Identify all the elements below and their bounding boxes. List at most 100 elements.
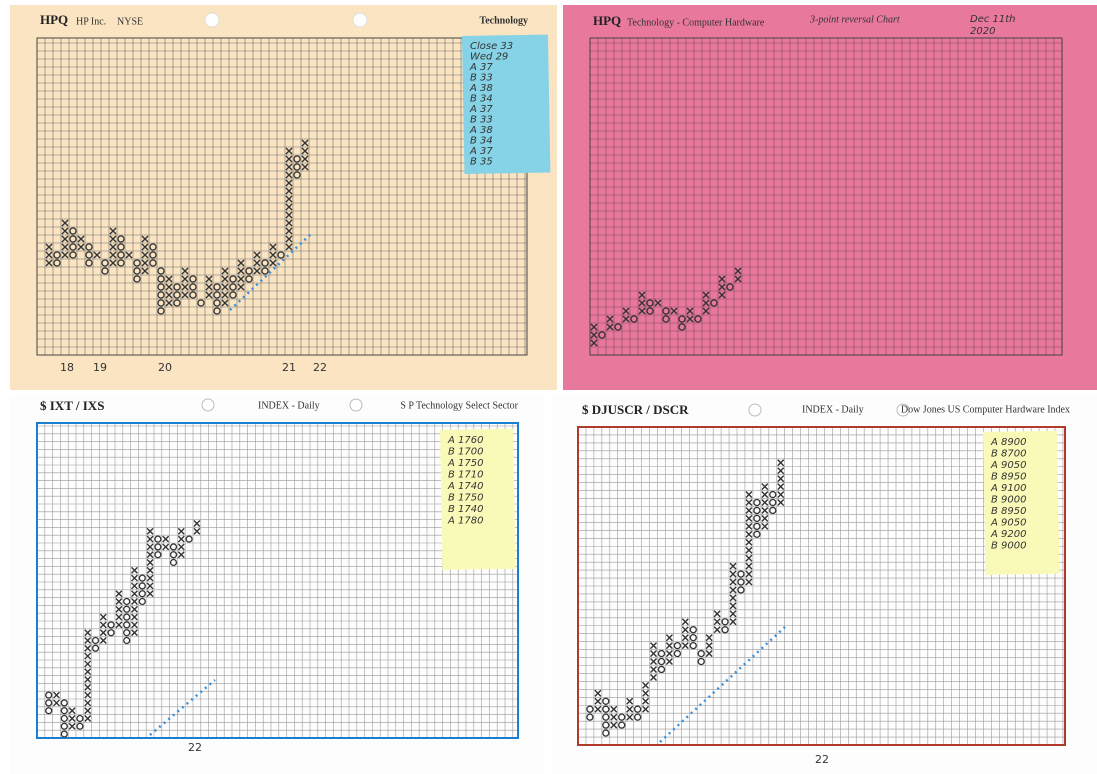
x-mark [285,195,293,203]
x-mark [84,691,92,699]
x-mark [745,514,753,522]
x-mark [590,339,598,347]
x-mark [84,715,92,722]
x-mark [141,243,149,251]
o-mark [107,629,115,637]
o-mark [60,722,68,730]
x-mark [146,551,154,559]
x-mark [285,179,293,187]
o-mark [91,644,100,652]
punch-hole [896,403,910,417]
frequency: INDEX - Daily [802,404,864,415]
pnf-columns [45,139,309,315]
x-mark [681,634,689,642]
x-mark [109,227,117,235]
o-mark [76,714,84,723]
x-mark [131,590,138,598]
grid [577,426,1066,746]
o-mark [697,649,705,658]
o-mark [245,275,253,283]
x-mark [84,676,92,683]
x-mark [642,689,650,697]
x-mark [205,283,213,291]
x-mark [53,699,60,707]
punch-hole [349,398,363,412]
x-mark [729,570,737,578]
x-mark [84,707,92,715]
grid-border [589,37,1063,356]
x-mark [61,251,69,259]
o-mark [277,251,285,259]
o-mark [662,315,670,323]
x-mark [237,283,245,291]
x-mark [68,715,76,722]
o-mark [710,299,718,307]
x-mark [68,707,76,715]
company: HP Inc. [76,16,106,27]
grid [589,37,1063,356]
o-mark [753,530,761,538]
x-mark [115,590,123,598]
o-mark [673,641,682,650]
x-mark [650,642,658,650]
x-mark [713,626,721,634]
note-line: A 37 [469,62,493,73]
x-mark [650,650,658,658]
x-mark [99,637,107,644]
x-mark [745,554,753,562]
x-mark [45,251,53,259]
x-mark [177,543,185,551]
o-mark [185,535,193,543]
x-mark [181,267,189,275]
x-mark [761,514,769,522]
x-mark [610,705,618,713]
x-mark [745,522,753,530]
trend-line [229,232,313,311]
o-mark [673,649,682,658]
o-mark [149,243,157,251]
note-line: A 38 [469,125,493,136]
x-mark [606,323,614,331]
x-mark [285,147,293,155]
note-line: B 1700 [448,447,484,458]
x-mark [131,598,138,605]
note-line: A 1750 [447,458,483,469]
x-mark [131,574,138,582]
o-mark [189,283,197,291]
x-mark [285,203,293,211]
x-mark [745,499,753,507]
x-mark [745,578,753,586]
x-mark [162,535,170,543]
o-mark [586,713,594,721]
x-mark [681,618,689,626]
exchange: NYSE [117,16,143,27]
year-label: 21 [282,361,296,374]
x-mark [181,291,189,299]
o-mark [689,634,697,642]
x-mark [590,323,598,331]
x-mark [702,291,710,299]
x-mark [761,483,769,491]
x-mark [84,660,92,668]
x-mark [686,307,694,315]
x-mark [146,566,154,574]
x-mark [77,243,85,251]
note-line: B 1710 [448,470,484,481]
x-mark [626,697,634,705]
x-mark [606,315,614,323]
x-mark [61,235,69,243]
x-mark [61,219,69,227]
o-mark [646,307,654,315]
o-mark [123,605,131,613]
x-mark [638,291,646,299]
x-mark [718,275,726,283]
sticky-note [439,428,516,570]
x-mark [131,566,138,574]
o-mark [173,291,181,299]
punch-hole [748,403,762,417]
x-mark [141,259,149,267]
o-mark [157,291,165,299]
x-mark [131,605,138,613]
note-line: A 1780 [447,516,483,527]
sticky-note [462,34,551,174]
